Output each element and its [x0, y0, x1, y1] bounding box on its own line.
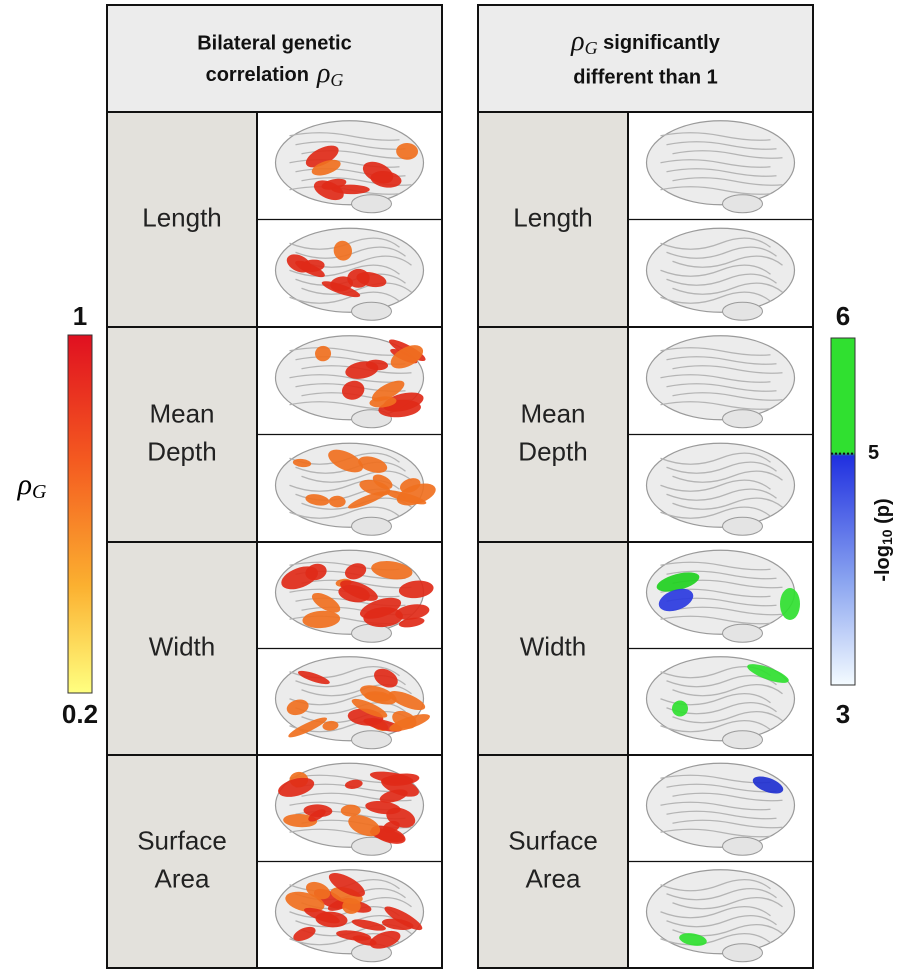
row-label: Depth — [147, 436, 216, 466]
colorbar-max: 6 — [836, 301, 850, 331]
header-text: significantly — [598, 32, 721, 54]
brainstem — [352, 731, 392, 749]
header-cell — [107, 5, 442, 112]
symbol-sub: G — [585, 38, 598, 58]
brainstem — [723, 624, 763, 642]
patch — [780, 588, 800, 620]
symbol: ρ — [316, 58, 330, 89]
row-label: Mean — [520, 398, 585, 428]
brainstem — [352, 624, 392, 642]
colorbar-label: -log10 (p) — [872, 498, 894, 581]
row-label: Surface — [137, 825, 227, 855]
symbol-sub: G — [330, 70, 343, 90]
header-cell — [478, 5, 813, 112]
label-cell — [107, 327, 257, 542]
header-text: correlation — [206, 64, 309, 86]
brainstem — [723, 731, 763, 749]
brainstem — [723, 195, 763, 213]
brainstem — [723, 837, 763, 855]
patch — [672, 701, 688, 717]
colorbar-label: ρG — [17, 468, 47, 503]
row-label: Width — [520, 631, 586, 661]
colorbar-max: 1 — [73, 301, 87, 331]
brainstem — [723, 517, 763, 535]
brainstem — [723, 302, 763, 320]
brainstem — [352, 302, 392, 320]
colorbar — [68, 335, 92, 693]
tables: Bilateral geneticcorrelationρGLengthMean… — [107, 5, 813, 968]
colorbar-min: 3 — [836, 699, 850, 729]
row-label: Surface — [508, 825, 598, 855]
row-label: Area — [155, 863, 210, 893]
colorbar-left: 1 0.2 ρG — [17, 301, 99, 729]
threshold-label: 5 — [868, 442, 879, 464]
colorbar-min: 0.2 — [62, 699, 98, 729]
row-label: Mean — [149, 398, 214, 428]
label-cell — [478, 755, 628, 968]
colorbar-right: 6 3 -log10 (p) — [831, 301, 895, 729]
header-text: different than 1 — [573, 66, 717, 88]
row-label: Width — [149, 631, 215, 661]
brainstem — [723, 944, 763, 962]
label-cell — [478, 327, 628, 542]
colorbar — [831, 338, 855, 685]
row-label: Depth — [518, 436, 587, 466]
figure: Bilateral geneticcorrelationρGLengthMean… — [0, 0, 899, 970]
panel: Bilateral genetic correlation ρG Length Mean… — [107, 5, 442, 968]
panel: ρG significantly different than 1 Length Me… — [478, 5, 813, 968]
row-label: Area — [526, 863, 581, 893]
header-text: Bilateral genetic — [197, 32, 352, 54]
brainstem — [723, 410, 763, 428]
brainstem — [352, 517, 392, 535]
row-label: Length — [513, 202, 593, 232]
symbol: ρ — [570, 26, 584, 57]
brainstem — [352, 195, 392, 213]
label-cell — [107, 755, 257, 968]
row-label: Length — [142, 202, 222, 232]
